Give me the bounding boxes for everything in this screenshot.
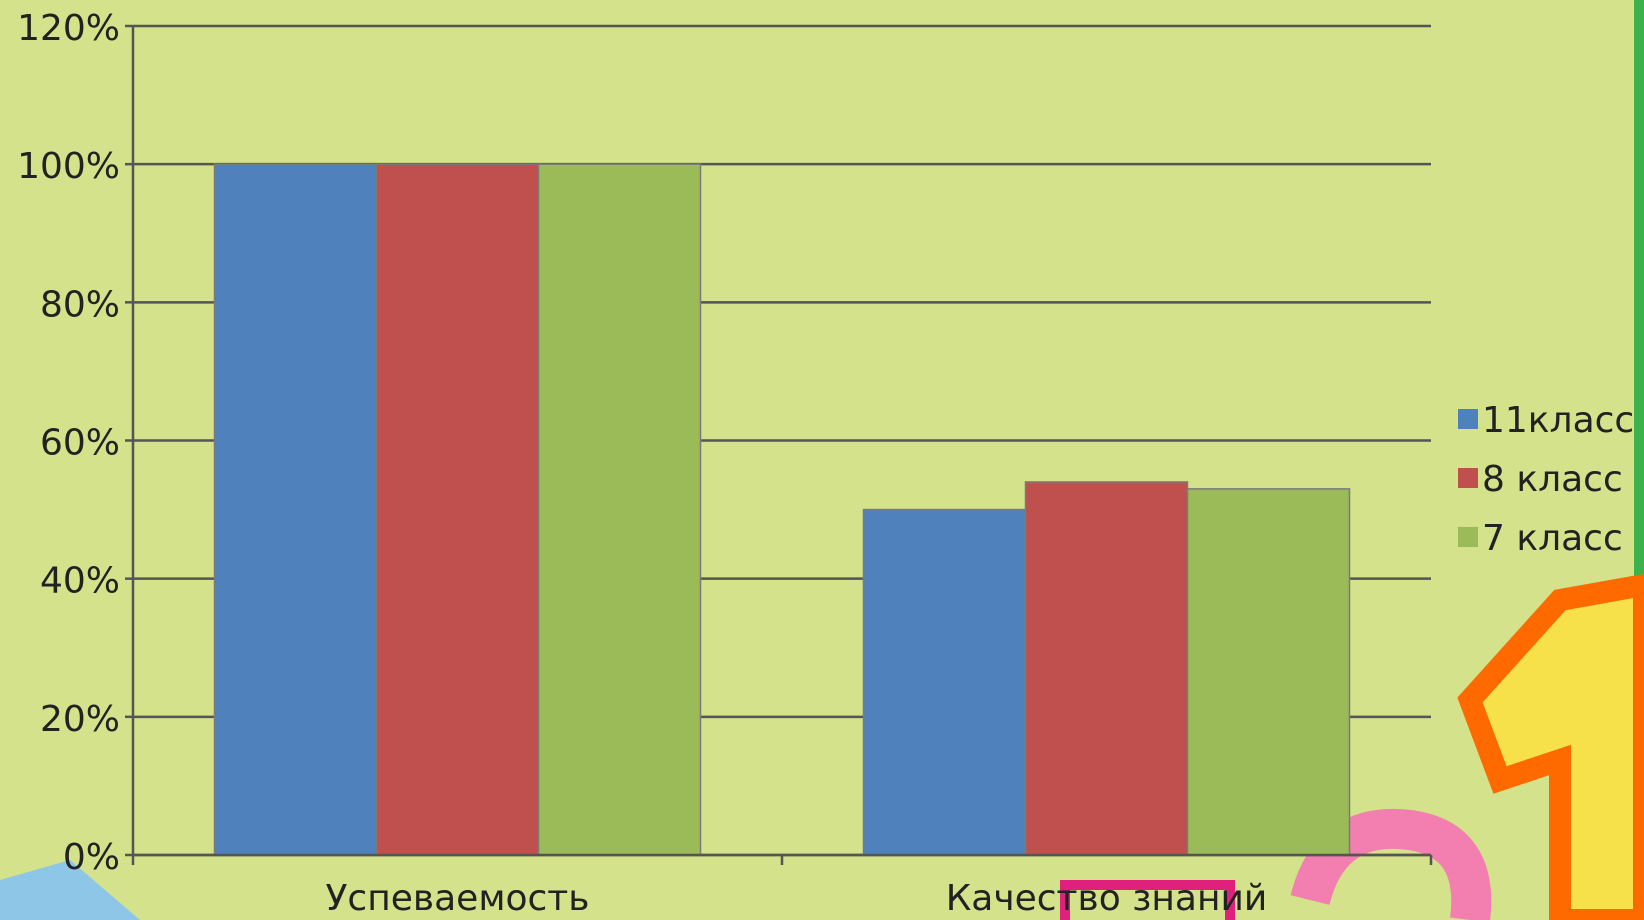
y-tick-label: 100% bbox=[17, 146, 120, 187]
legend-swatch bbox=[1458, 468, 1478, 488]
y-tick-label: 40% bbox=[40, 561, 120, 602]
legend-label: 7 класс bbox=[1482, 518, 1623, 559]
x-tick-label: Качество знаний bbox=[946, 878, 1268, 919]
legend-swatch bbox=[1458, 527, 1478, 547]
bar bbox=[213, 163, 378, 856]
bar bbox=[1024, 481, 1189, 856]
x-tick-label: Успеваемость bbox=[325, 878, 589, 919]
legend-label: 8 класс bbox=[1482, 459, 1623, 500]
y-tick-label: 0% bbox=[63, 837, 120, 878]
bar bbox=[375, 163, 540, 856]
y-tick-label: 120% bbox=[17, 8, 120, 49]
y-tick-label: 20% bbox=[40, 699, 120, 740]
bar bbox=[1186, 488, 1351, 856]
y-tick-label: 60% bbox=[40, 423, 120, 464]
legend-label: 11класс bbox=[1482, 400, 1634, 441]
legend-swatch bbox=[1458, 409, 1478, 429]
bar bbox=[862, 508, 1027, 856]
bar bbox=[537, 163, 702, 856]
y-tick-label: 80% bbox=[40, 284, 120, 325]
